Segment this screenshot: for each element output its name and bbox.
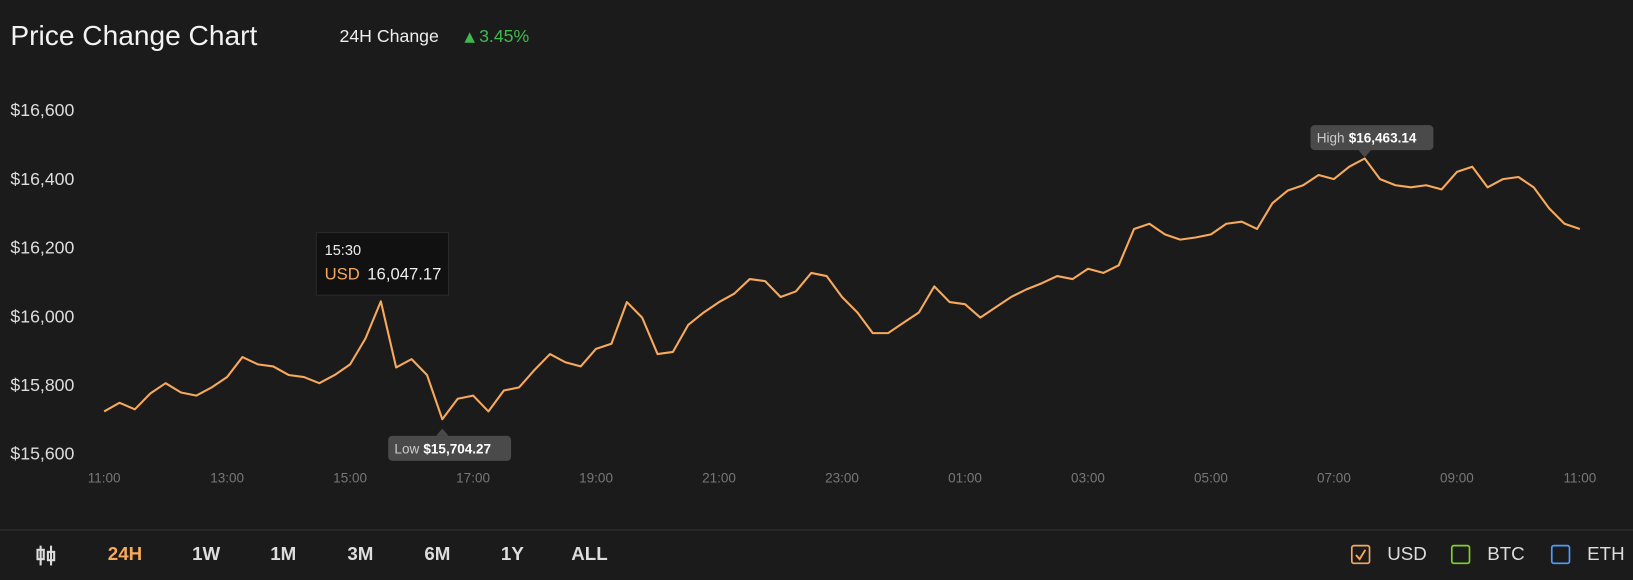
y-tick-label: $16,200 [10, 238, 74, 258]
range-button[interactable]: 1M [270, 543, 296, 564]
y-tick-label: $15,800 [10, 375, 74, 395]
x-tick-label: 09:00 [1440, 471, 1474, 486]
range-button[interactable]: ALL [571, 543, 607, 564]
badge-label-text: Low [394, 441, 419, 456]
x-tick-label: 03:00 [1071, 471, 1105, 486]
x-tick-label: 19:00 [579, 471, 613, 486]
badge-box [1310, 125, 1434, 151]
x-tick-label: 11:00 [88, 471, 121, 486]
x-tick-label: 23:00 [825, 471, 859, 486]
tooltip-time: 15:30 [325, 243, 361, 259]
high-badge: High $16,463.14 [1310, 125, 1434, 158]
currency-checkbox[interactable] [1550, 544, 1571, 565]
range-button[interactable]: 24H [108, 543, 142, 564]
badge-label-text: High [1317, 130, 1345, 145]
badge-value: $15,704.27 [423, 441, 491, 456]
change-label: 24H Change [340, 26, 439, 46]
badge-value: $16,463.14 [1349, 130, 1417, 145]
change-value: 3.45% [479, 26, 529, 46]
currency-label[interactable]: ETH [1587, 543, 1624, 564]
y-tick-label: $15,600 [10, 444, 74, 464]
chart-type-icon[interactable] [36, 545, 56, 566]
badge-box [388, 435, 512, 461]
low-badge: Low $15,704.27 [388, 428, 512, 461]
range-button[interactable]: 3M [347, 543, 373, 564]
range-button[interactable]: 1W [192, 543, 220, 564]
price-line [103, 157, 1581, 421]
x-tick-label: 07:00 [1317, 471, 1351, 486]
x-tick-label: 05:00 [1194, 471, 1228, 486]
x-tick-label: 17:00 [456, 471, 490, 486]
currency-checkbox[interactable] [1350, 544, 1371, 565]
tooltip-currency: USD [325, 265, 360, 284]
currency-checkbox[interactable] [1450, 544, 1471, 565]
checkmark [1355, 549, 1367, 561]
range-button[interactable]: 6M [424, 543, 450, 564]
badge-label: High $16,463.14 [1317, 130, 1417, 145]
tooltip-box [315, 232, 450, 296]
x-tick-label: 15:00 [333, 471, 367, 486]
tooltip-price: 16,047.17 [367, 265, 441, 284]
badge-pointer [436, 428, 449, 436]
x-tick-label: 11:00 [1563, 471, 1596, 486]
chart-title: Price Change Chart [10, 20, 257, 51]
tooltip: 15:30 USD 16,047.17 [315, 232, 450, 296]
currency-label[interactable]: BTC [1487, 543, 1524, 564]
x-tick-label: 13:00 [210, 471, 244, 486]
currency-label[interactable]: USD [1387, 543, 1427, 564]
range-button[interactable]: 1Y [501, 543, 524, 564]
y-tick-label: $16,000 [10, 306, 74, 326]
badge-label: Low $15,704.27 [394, 441, 491, 456]
badge-pointer [1358, 150, 1371, 158]
change-arrow [464, 32, 475, 43]
y-tick-label: $16,400 [10, 169, 74, 189]
y-tick-label: $16,600 [10, 100, 74, 120]
x-tick-label: 21:00 [702, 471, 736, 486]
x-tick-label: 01:00 [948, 471, 982, 486]
